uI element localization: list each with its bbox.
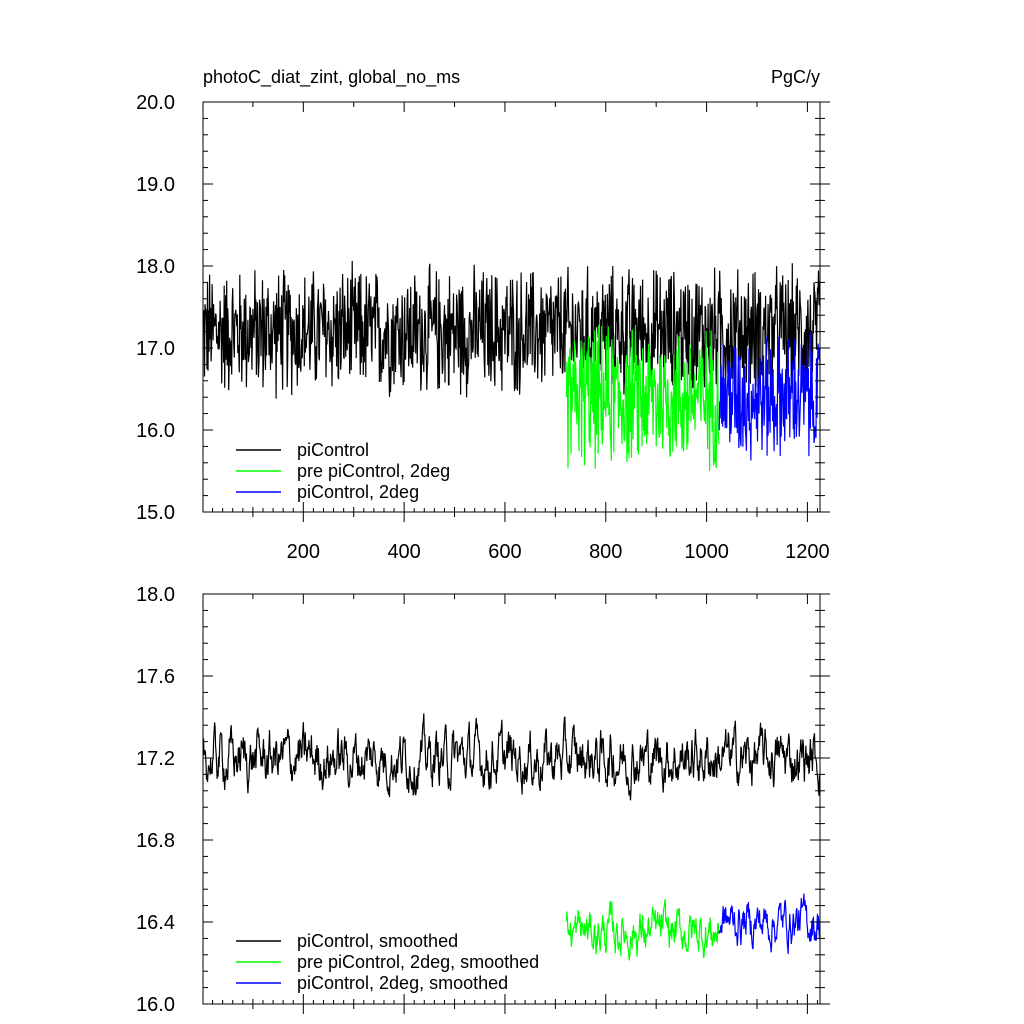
legend-label-0: piControl, smoothed	[297, 931, 458, 951]
bottom-panel: 16.0 16.4 16.8 17.2 17.6 18.0 piControl, smoo…	[136, 584, 830, 1016]
series-line-1	[565, 324, 720, 472]
legend-label-1: pre piControl, 2deg, smoothed	[297, 952, 539, 972]
series-line-2	[718, 893, 821, 955]
series-group	[202, 713, 821, 962]
series-line-1	[565, 899, 720, 962]
y-tick-label: 20.0	[136, 92, 175, 114]
y-tick-label: 16.0	[136, 994, 175, 1016]
x-tick-label: 200	[287, 541, 320, 563]
x-tick-label: 600	[488, 541, 521, 563]
y-tick-label: 16.4	[136, 912, 175, 934]
axis-ticks: 16.0 16.4 16.8 17.2 17.6 18.0	[136, 584, 830, 1016]
series-line-0	[202, 713, 821, 801]
legend-label-0: piControl	[297, 440, 369, 460]
y-tick-label: 16.0	[136, 420, 175, 442]
legend-label-2: piControl, 2deg	[297, 482, 419, 502]
legend-label-1: pre piControl, 2deg	[297, 461, 450, 481]
y-tick-label: 15.0	[136, 502, 175, 524]
y-tick-label: 17.0	[136, 338, 175, 360]
legend-label-2: piControl, 2deg, smoothed	[297, 973, 508, 993]
x-tick-label: 1000	[684, 541, 729, 563]
y-tick-label: 16.8	[136, 830, 175, 852]
chart-title: photoC_diat_zint, global_no_ms	[203, 67, 460, 88]
y-tick-label: 18.0	[136, 256, 175, 278]
top-panel: photoC_diat_zint, global_no_ms PgC/y 200…	[136, 67, 830, 563]
series-line-2	[718, 331, 821, 461]
x-tick-label: 800	[589, 541, 622, 563]
y-tick-label: 17.2	[136, 748, 175, 770]
x-tick-label: 1200	[785, 541, 830, 563]
y-tick-label: 18.0	[136, 584, 175, 606]
plot-frame	[202, 101, 821, 513]
series-group	[202, 260, 821, 472]
chart-units: PgC/y	[771, 67, 820, 87]
plot-frame	[202, 593, 821, 1005]
y-tick-label: 19.0	[136, 174, 175, 196]
axis-ticks: 200 400 600 800 1000 1200 15.0 16.0 17.0 18.0 19.0…	[136, 92, 830, 563]
y-tick-label: 17.6	[136, 666, 175, 688]
x-tick-label: 400	[387, 541, 420, 563]
